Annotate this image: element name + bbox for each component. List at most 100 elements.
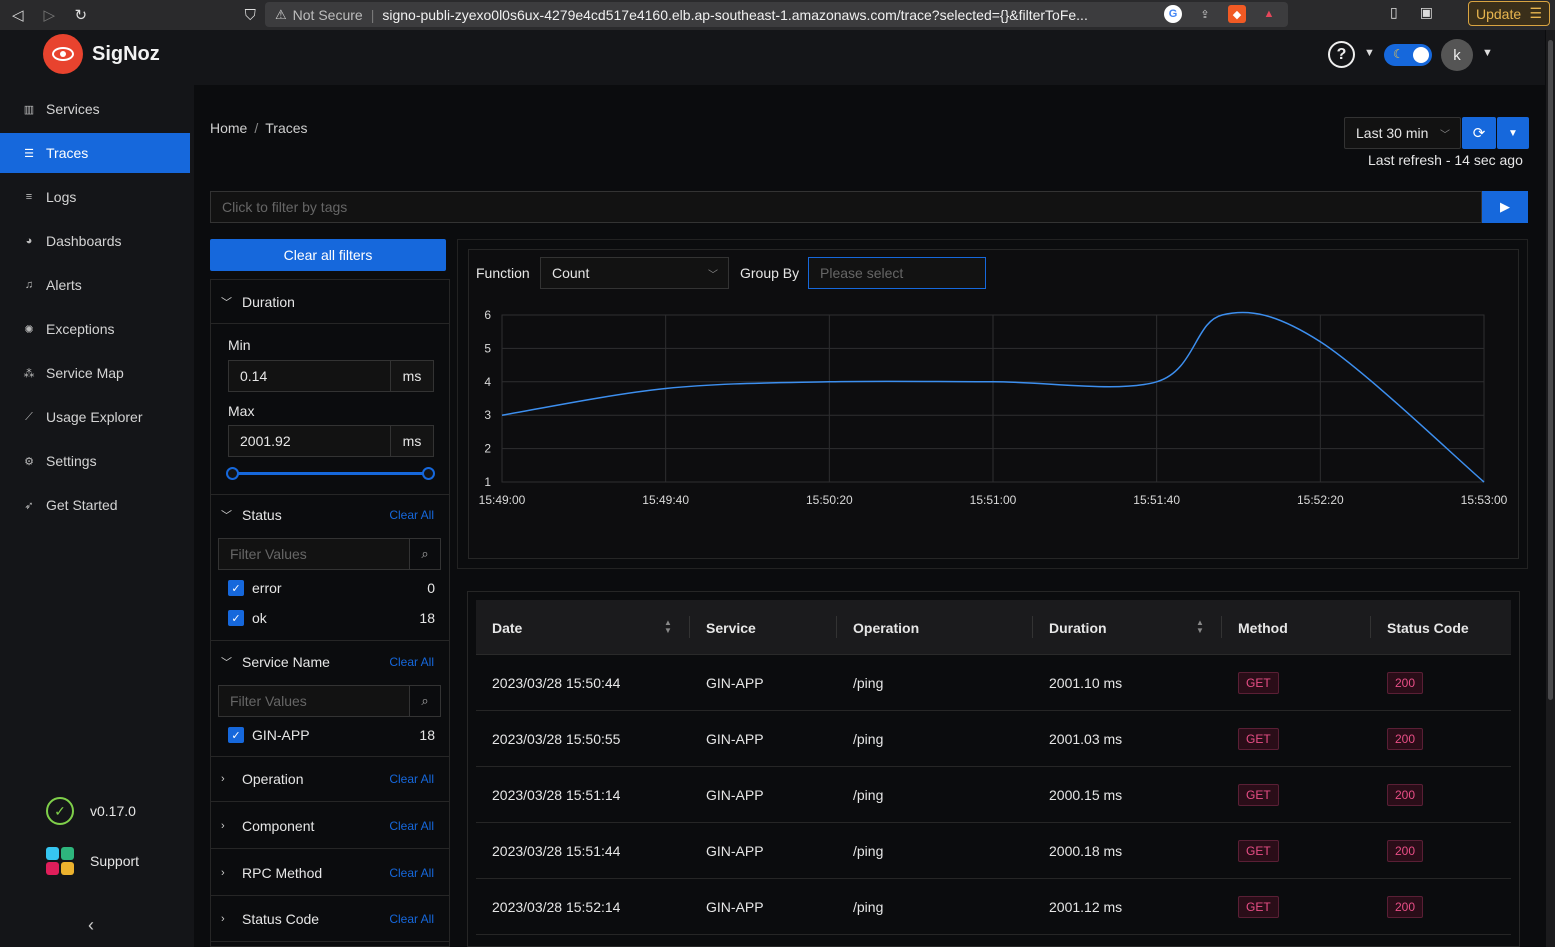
- status-clear-all[interactable]: Clear All: [389, 508, 434, 522]
- time-range-select[interactable]: Last 30 min ﹀: [1344, 117, 1461, 149]
- max-label: Max: [228, 403, 255, 419]
- y-tick-label: 2: [484, 442, 491, 456]
- sort-icon[interactable]: ▲ ▼: [664, 618, 672, 635]
- slider-min-handle[interactable]: [226, 467, 239, 480]
- rpc-method-clear-all[interactable]: Clear All: [389, 866, 434, 880]
- share-icon[interactable]: ⇪: [1200, 8, 1210, 21]
- caret-right-icon: ▶: [1500, 199, 1510, 214]
- version-label: v0.17.0: [90, 803, 136, 819]
- function-select[interactable]: Count ﹀: [540, 257, 729, 289]
- column-header-date[interactable]: Date: [492, 619, 523, 636]
- wallet-icon[interactable]: ▣: [1419, 4, 1433, 20]
- duration-section-header[interactable]: ﹀ Duration: [211, 281, 449, 323]
- component-clear-all[interactable]: Clear All: [389, 819, 434, 833]
- group-by-select[interactable]: [808, 257, 986, 289]
- slider-max-handle[interactable]: [422, 467, 435, 480]
- deployment-unit-icon: ⁂: [23, 367, 35, 380]
- sidebar-item-get-started[interactable]: ➶ Get Started: [0, 485, 190, 525]
- component-section-header[interactable]: › Component Clear All: [211, 805, 449, 847]
- brand-name[interactable]: SigNoz: [92, 43, 160, 65]
- operation-section-header[interactable]: › Operation Clear All: [211, 758, 449, 800]
- chart-series-line: [501, 311, 1485, 483]
- rpc-method-section-header[interactable]: › RPC Method Clear All: [211, 852, 449, 894]
- brave-shield-icon[interactable]: ◆: [1228, 5, 1246, 23]
- forward-icon[interactable]: ▷: [43, 7, 56, 24]
- checkbox-checked[interactable]: ✓: [228, 610, 244, 626]
- brave-rewards-icon[interactable]: ▲: [1263, 8, 1275, 20]
- check-circle-icon: ✓: [46, 797, 74, 825]
- status-section-header[interactable]: ﹀ Status Clear All: [211, 494, 449, 536]
- version-info[interactable]: ✓ v0.17.0: [46, 797, 136, 825]
- sidebar-item-logs[interactable]: ≡ Logs: [0, 177, 190, 217]
- reload-icon[interactable]: ↻: [74, 7, 88, 24]
- table-row[interactable]: 2023/03/28 15:50:44 GIN-APP /ping 2001.1…: [476, 655, 1511, 711]
- avatar[interactable]: k: [1441, 39, 1473, 71]
- status-code-section-header[interactable]: › Status Code Clear All: [211, 898, 449, 940]
- search-icon[interactable]: ⌕: [409, 685, 441, 717]
- table-row[interactable]: 2023/03/28 15:51:14 GIN-APP /ping 2000.1…: [476, 767, 1511, 823]
- tag-filter-input[interactable]: [210, 191, 1482, 223]
- caret-down-icon[interactable]: ▼: [1482, 47, 1493, 59]
- section-title: RPC Method: [242, 865, 323, 881]
- chevron-right-icon: ›: [221, 773, 225, 785]
- sidebar-item-alerts[interactable]: ♫ Alerts: [0, 265, 190, 305]
- status-option-error[interactable]: ✓ error 0: [228, 577, 435, 599]
- cell-operation: /ping: [853, 899, 884, 915]
- min-duration-input[interactable]: 0.14: [228, 360, 391, 392]
- help-icon[interactable]: ?: [1328, 41, 1355, 68]
- google-icon[interactable]: G: [1164, 5, 1182, 23]
- table-row[interactable]: 2023/03/28 15:51:44 GIN-APP /ping 2000.1…: [476, 823, 1511, 879]
- back-icon[interactable]: ◁: [11, 7, 24, 24]
- service-name-section-header[interactable]: ﹀ Service Name Clear All: [211, 641, 449, 683]
- clear-all-filters-button[interactable]: Clear all filters: [210, 239, 446, 271]
- duration-slider[interactable]: [232, 472, 429, 475]
- run-query-button[interactable]: ▶: [1482, 191, 1528, 223]
- address-bar[interactable]: ⚠ Not Secure | signo-publi-zyexo0l0s6ux-…: [265, 2, 1288, 27]
- sidebar-item-label: Service Map: [46, 365, 124, 381]
- sidebar-toggle-icon[interactable]: ▯: [1390, 4, 1398, 20]
- breadcrumb-home[interactable]: Home: [210, 120, 248, 136]
- update-button[interactable]: Update ☰: [1468, 1, 1550, 26]
- sidebar-item-service-map[interactable]: ⁂ Service Map: [0, 353, 190, 393]
- service-name-clear-all[interactable]: Clear All: [389, 655, 434, 669]
- sidebar-item-usage-explorer[interactable]: ⟋ Usage Explorer: [0, 397, 190, 437]
- search-icon[interactable]: ⌕: [409, 538, 441, 570]
- cell-duration: 2000.15 ms: [1049, 787, 1123, 803]
- url-text[interactable]: signo-publi-zyexo0l0s6ux-4279e4cd517e416…: [382, 6, 1088, 23]
- option-label: error: [252, 580, 282, 596]
- cell-service: GIN-APP: [706, 899, 764, 915]
- checkbox-checked[interactable]: ✓: [228, 727, 244, 743]
- checkbox-checked[interactable]: ✓: [228, 580, 244, 596]
- support-link[interactable]: Support: [46, 847, 139, 875]
- status-filter-values-input[interactable]: [218, 538, 410, 570]
- operation-clear-all[interactable]: Clear All: [389, 772, 434, 786]
- option-count: 18: [419, 727, 435, 743]
- bookmark-icon[interactable]: ⛉: [244, 6, 256, 24]
- status-code-clear-all[interactable]: Clear All: [389, 912, 434, 926]
- section-title: Status Code: [242, 911, 320, 927]
- column-header-duration[interactable]: Duration: [1049, 619, 1107, 636]
- sidebar-item-label: Services: [46, 101, 100, 117]
- sidebar-item-settings[interactable]: ⚙ Settings: [0, 441, 190, 481]
- refresh-interval-dropdown[interactable]: ▼: [1497, 117, 1529, 149]
- table-row[interactable]: 2023/03/28 15:50:55 GIN-APP /ping 2001.0…: [476, 711, 1511, 767]
- caret-down-icon[interactable]: ▼: [1364, 47, 1375, 59]
- sidebar-item-dashboards[interactable]: ◕ Dashboards: [0, 221, 190, 261]
- service-option-gin-app[interactable]: ✓ GIN-APP 18: [228, 724, 435, 746]
- service-name-filter-values-input[interactable]: [218, 685, 410, 717]
- chart-card: [468, 249, 1519, 559]
- page-scrollbar[interactable]: [1546, 30, 1555, 947]
- theme-toggle[interactable]: ☾: [1384, 44, 1432, 66]
- sidebar-item-services[interactable]: ▥ Services: [0, 89, 190, 129]
- sidebar-item-exceptions[interactable]: ✺ Exceptions: [0, 309, 190, 349]
- method-tag: GET: [1238, 896, 1279, 918]
- sort-icon[interactable]: ▲ ▼: [1196, 618, 1204, 635]
- max-duration-input[interactable]: 2001.92: [228, 425, 391, 457]
- section-title: Duration: [242, 294, 295, 310]
- sidebar-item-traces[interactable]: ☰ Traces: [0, 133, 190, 173]
- refresh-button[interactable]: ⟳: [1462, 117, 1496, 149]
- status-option-ok[interactable]: ✓ ok 18: [228, 607, 435, 629]
- collapse-sidebar-icon[interactable]: ‹: [88, 915, 94, 935]
- table-row[interactable]: 2023/03/28 15:52:14 GIN-APP /ping 2001.1…: [476, 879, 1511, 935]
- signoz-logo[interactable]: [43, 34, 83, 74]
